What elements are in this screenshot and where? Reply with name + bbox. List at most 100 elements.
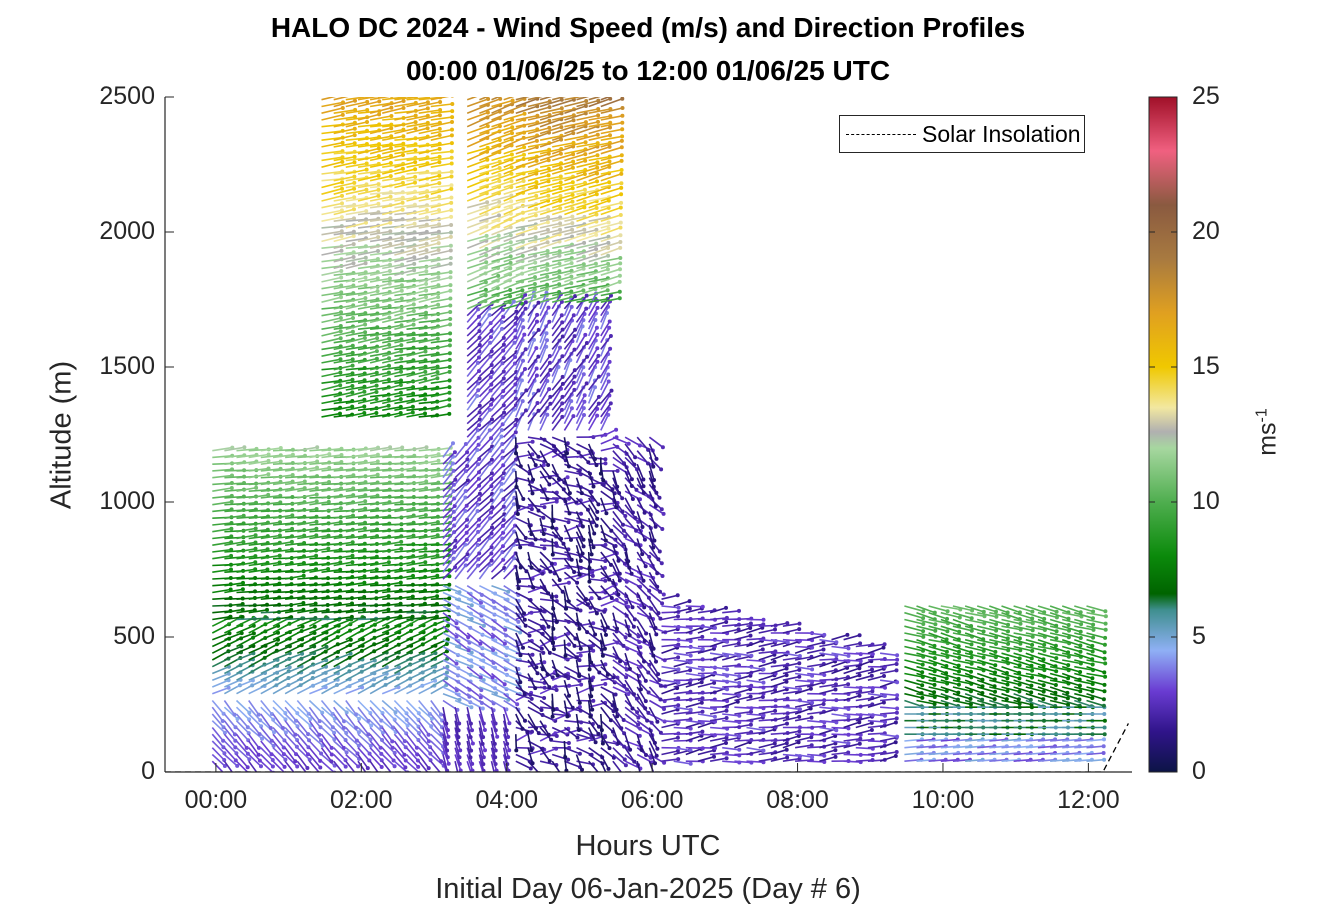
wind-barb-head (368, 737, 373, 742)
wind-barb-shaft (357, 516, 378, 519)
wind-barb-head (570, 186, 575, 191)
wind-barb-shaft (345, 391, 365, 398)
wind-barb-head (437, 126, 442, 131)
wind-barb-head (366, 718, 371, 723)
wind-barb-shaft (394, 223, 415, 229)
wind-barb-head (527, 633, 532, 638)
wind-barb-head (528, 766, 533, 771)
wind-barb-shaft (333, 639, 352, 648)
wind-barb-shaft (260, 494, 281, 499)
wind-barb-shaft (248, 617, 267, 621)
wind-barb-shaft (333, 352, 353, 357)
wind-barb-shaft (297, 475, 318, 479)
wind-barb-head (354, 725, 359, 730)
wind-barb-head (424, 310, 428, 315)
wind-barb-shaft (345, 379, 365, 384)
wind-barb-head (388, 241, 393, 246)
wind-barb-shaft (321, 195, 343, 202)
wind-barb-head (572, 334, 577, 339)
wind-barb-head (348, 651, 353, 656)
wind-barb-head (436, 452, 441, 457)
wind-barb-shaft (369, 740, 382, 755)
wind-barb-shaft (248, 467, 269, 472)
wind-barb-shaft (212, 610, 231, 614)
wind-barb-shaft (430, 263, 451, 270)
wind-barb-head (340, 112, 345, 117)
wind-barb-shaft (211, 740, 225, 754)
wind-barb-shaft (272, 706, 287, 720)
wind-barb-shaft (297, 625, 315, 634)
wind-barb-head (509, 165, 514, 170)
wind-barb-head (341, 745, 346, 750)
wind-barb-head (411, 567, 416, 572)
wind-barb-shaft (381, 651, 400, 661)
wind-barb-shaft (333, 231, 355, 236)
wind-barb-shaft (394, 97, 417, 101)
wind-barb-head (376, 229, 381, 234)
wind-barb-head (477, 335, 482, 340)
wind-barb-shaft (285, 521, 305, 526)
wind-barb-shaft (212, 541, 232, 546)
wind-barb-head (447, 357, 452, 362)
wind-barb-shaft (357, 508, 378, 513)
wind-barb-shaft (333, 474, 354, 479)
wind-barb-head (389, 134, 394, 139)
wind-barb-head (289, 615, 294, 620)
wind-barb-shaft (394, 644, 412, 654)
wind-barb-shaft (430, 468, 451, 472)
wind-barb-head (436, 234, 441, 239)
wind-barb-shaft (394, 237, 415, 243)
wind-barb-shaft (394, 249, 415, 256)
wind-barb-shaft (466, 707, 472, 724)
wind-barb-head (521, 179, 526, 183)
wind-barb-shaft (406, 316, 426, 324)
wind-barb-shaft (418, 333, 438, 337)
wind-barb-shaft (236, 568, 256, 573)
wind-barb-head (569, 281, 574, 286)
wind-barb-head (348, 637, 353, 642)
wind-barb-shaft (272, 753, 286, 768)
wind-barb-head (364, 220, 368, 225)
wind-barb-shaft (466, 679, 482, 691)
wind-barb-shaft (394, 367, 414, 371)
wind-barb-head (493, 776, 497, 780)
wind-barb-shaft (357, 453, 379, 459)
wind-barb-head (449, 141, 454, 146)
wind-barb-shaft (357, 136, 380, 141)
wind-barb-shaft (321, 114, 343, 121)
wind-barb-shaft (284, 534, 305, 540)
wind-barb-shaft (418, 595, 438, 600)
wind-barb-shaft (394, 285, 415, 290)
wind-barb-head (480, 741, 485, 746)
wind-barb-head (318, 765, 323, 770)
wind-barb-head (315, 459, 320, 464)
wind-barb-shaft (345, 271, 366, 276)
wind-barb-head (581, 254, 586, 259)
wind-barb-head (450, 127, 454, 132)
wind-barb-shaft (454, 598, 473, 607)
wind-barb-shaft (309, 467, 330, 472)
wind-barb-shaft (369, 720, 384, 734)
wind-barb-shaft (381, 350, 402, 357)
wind-barb-shaft (212, 555, 232, 560)
wind-barb-shaft (406, 190, 428, 195)
wind-barb-head (584, 306, 589, 311)
wind-barb-shaft (333, 156, 355, 162)
wind-barb-head (504, 728, 509, 733)
wind-barb-shaft (430, 184, 452, 189)
wind-barb-shaft (430, 97, 450, 101)
wind-barb-shaft (369, 237, 391, 243)
wind-barb-shaft (308, 720, 320, 736)
wind-barb-shaft (430, 629, 448, 641)
wind-barb-shaft (406, 237, 427, 243)
wind-barb-shaft (333, 217, 355, 222)
wind-barb-shaft (333, 109, 356, 114)
wind-barb-head (572, 92, 576, 96)
wind-barb-head (547, 759, 552, 763)
wind-barb-head (547, 319, 552, 324)
wind-barb-head (399, 283, 404, 288)
wind-barb-shaft (466, 531, 479, 546)
wind-barb-head (293, 732, 298, 737)
wind-barb-shaft (430, 677, 447, 688)
wind-barb-head (534, 180, 539, 185)
